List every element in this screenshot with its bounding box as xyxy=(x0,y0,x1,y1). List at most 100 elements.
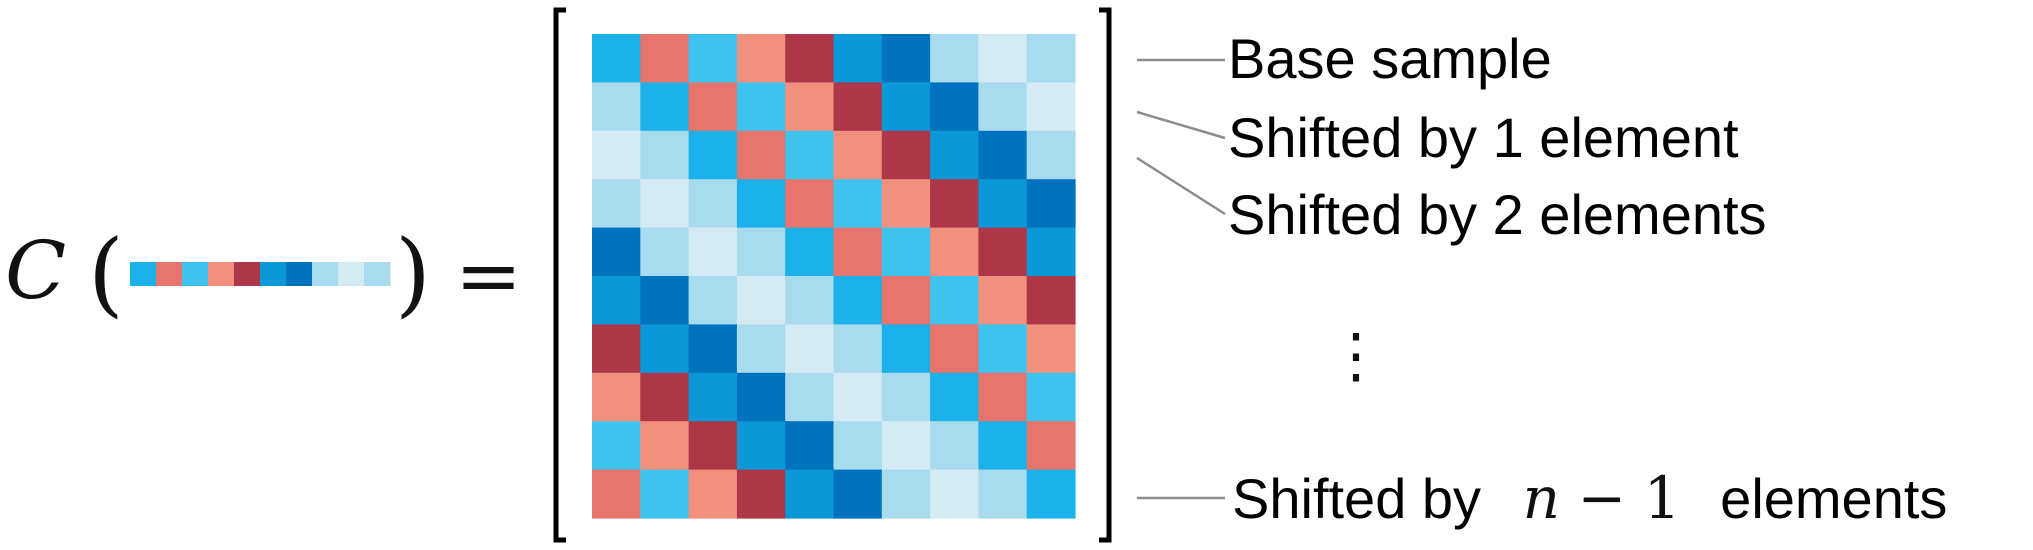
leader-line-shift-2 xyxy=(1136,156,1226,216)
matrix-cell xyxy=(785,227,835,277)
matrix-cell xyxy=(688,179,738,229)
label-shifted-last-variable: n xyxy=(1523,464,1560,532)
matrix-cell xyxy=(930,227,979,277)
open-paren: ( xyxy=(88,220,124,327)
matrix-cell xyxy=(688,34,738,83)
label-shifted-last: Shifted by n − 1 elements xyxy=(1232,464,1947,532)
matrix-cell xyxy=(640,469,690,519)
matrix-cell xyxy=(978,276,1028,325)
matrix-cell xyxy=(1026,324,1076,374)
label-shifted-last-operator: − xyxy=(1578,464,1627,532)
vector-cell xyxy=(286,262,313,286)
matrix-cell xyxy=(640,179,690,229)
matrix-cell xyxy=(640,227,690,277)
matrix-cell xyxy=(592,34,641,83)
matrix-cell xyxy=(1026,469,1076,519)
vector-cell xyxy=(208,262,235,286)
matrix-cell xyxy=(640,372,690,422)
matrix-cell xyxy=(736,372,786,422)
matrix-cell xyxy=(592,179,641,229)
matrix-cell xyxy=(688,324,738,374)
matrix-cell xyxy=(688,469,738,519)
matrix-brackets xyxy=(553,7,1112,543)
matrix-cell xyxy=(978,179,1028,229)
function-symbol: C xyxy=(5,224,66,317)
matrix-cell xyxy=(833,324,883,374)
matrix-cell xyxy=(736,179,786,229)
matrix-cell xyxy=(736,324,786,374)
matrix-cell xyxy=(881,130,931,180)
matrix-cell xyxy=(881,372,931,422)
matrix-cell xyxy=(978,227,1028,277)
matrix-cell xyxy=(881,34,931,83)
matrix-cell xyxy=(833,421,883,471)
matrix-cell xyxy=(833,227,883,277)
matrix-cell xyxy=(736,227,786,277)
matrix-cell xyxy=(736,34,786,83)
matrix-cell xyxy=(592,276,641,325)
matrix-cell xyxy=(881,324,931,374)
matrix-cell xyxy=(592,421,641,471)
vertical-ellipsis: ⋮ xyxy=(1326,321,1386,391)
matrix-cell xyxy=(930,372,979,422)
matrix-cell xyxy=(688,372,738,422)
close-paren: ) xyxy=(395,220,431,327)
matrix-cell xyxy=(881,469,931,519)
matrix-cell xyxy=(785,179,835,229)
matrix-cell xyxy=(930,82,979,132)
left-bracket xyxy=(553,7,566,543)
label-base-sample: Base sample xyxy=(1228,27,1552,90)
matrix-cell xyxy=(592,82,641,132)
matrix-cell xyxy=(1026,421,1076,471)
vector-cell xyxy=(260,262,287,286)
matrix-cell xyxy=(881,421,931,471)
matrix-cell xyxy=(833,469,883,519)
label-shifted-last-prefix: Shifted by xyxy=(1232,467,1481,530)
matrix-cell xyxy=(881,276,931,325)
matrix-cell xyxy=(930,469,979,519)
matrix-cell xyxy=(978,421,1028,471)
matrix-cell xyxy=(785,82,835,132)
vector-cell xyxy=(156,262,183,286)
matrix-cell xyxy=(930,130,979,180)
matrix-cell xyxy=(930,276,979,325)
matrix-cell xyxy=(785,324,835,374)
matrix-cell xyxy=(785,421,835,471)
matrix-cell xyxy=(688,227,738,277)
matrix-cell xyxy=(640,34,690,83)
matrix-cell xyxy=(930,324,979,374)
matrix-cell xyxy=(930,421,979,471)
matrix-cell xyxy=(736,276,786,325)
matrix-cell xyxy=(930,34,979,83)
row-labels: Base sample Shifted by 1 element Shifted… xyxy=(1228,27,1947,532)
matrix-cell xyxy=(785,372,835,422)
matrix-cell xyxy=(978,324,1028,374)
matrix-cell xyxy=(592,324,641,374)
label-shifted-1: Shifted by 1 element xyxy=(1228,106,1739,169)
vector-cell xyxy=(182,262,209,286)
right-bracket xyxy=(1099,7,1112,543)
matrix-cell xyxy=(592,469,641,519)
base-vector xyxy=(130,262,391,286)
matrix-cell xyxy=(1026,34,1076,83)
leader-line-shift-1 xyxy=(1136,110,1226,140)
matrix-cell xyxy=(592,227,641,277)
matrix-cell xyxy=(833,82,883,132)
matrix-cell xyxy=(978,372,1028,422)
label-shifted-2: Shifted by 2 elements xyxy=(1228,183,1767,246)
matrix-cell xyxy=(833,130,883,180)
vector-cell xyxy=(130,262,157,286)
matrix-cell xyxy=(1026,372,1076,422)
vector-cell xyxy=(312,262,339,286)
matrix-cell xyxy=(881,179,931,229)
matrix-cell xyxy=(978,34,1028,83)
matrix-cell xyxy=(640,324,690,374)
label-shifted-last-number: 1 xyxy=(1644,464,1681,532)
matrix-cell xyxy=(688,421,738,471)
matrix-cell xyxy=(640,130,690,180)
equals-sign: = xyxy=(455,229,522,322)
matrix-cell xyxy=(592,372,641,422)
matrix-cell xyxy=(785,276,835,325)
leader-lines xyxy=(1136,58,1226,500)
